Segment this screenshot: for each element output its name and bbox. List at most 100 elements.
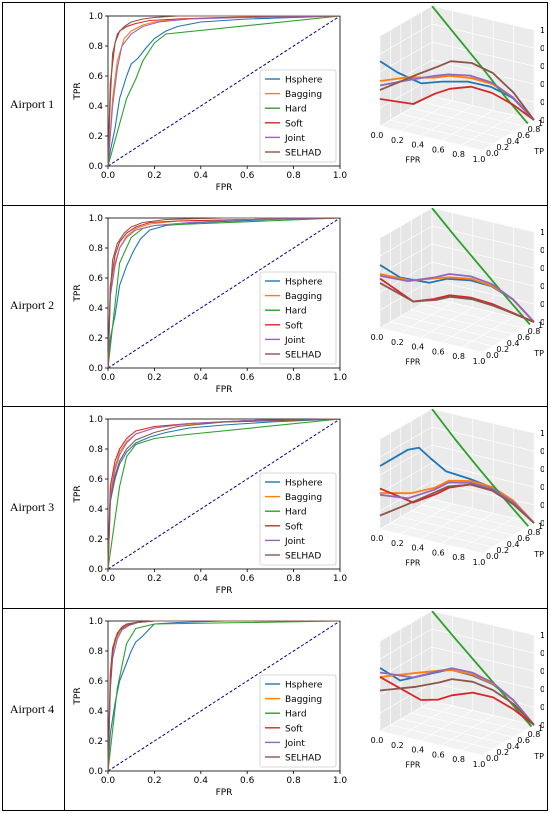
grid-line: [379, 409, 433, 440]
chance-diagonal-line: [107, 217, 341, 369]
x-tick-label: 0.8: [286, 171, 301, 181]
series-line-hard: [107, 15, 341, 167]
y-tick-label: 0.4: [89, 102, 104, 112]
grid-line: [431, 41, 535, 67]
x-tick-label: 0.8: [452, 352, 465, 361]
row-divider: [2, 406, 548, 407]
x-tick-label: 0.6: [432, 145, 445, 154]
grid-line: [431, 444, 535, 470]
grid-line: [431, 498, 535, 524]
legend-label-soft: Soft: [285, 119, 303, 129]
x-axis-label: FPR: [216, 586, 233, 596]
y-tick-label: 0.0: [89, 162, 104, 172]
z-tick-label: 0.4: [540, 685, 544, 694]
x-tick-label: 0.0: [101, 171, 116, 181]
series-line-joint: [107, 418, 341, 570]
grid-line: [390, 119, 493, 145]
y-tick-label: 0.4: [507, 137, 520, 146]
roc-3d-chart-airport-3: 0.00.20.40.60.81.00.00.20.40.60.81.00.00…: [371, 409, 544, 567]
x-axis-label: FPR: [405, 760, 420, 769]
x-tick-label: 1.0: [473, 155, 486, 164]
z-tick-label: 0.4: [540, 80, 544, 89]
y-axis-label: TPR: [533, 550, 544, 559]
series-line-selhad: [107, 15, 340, 167]
grid-line: [411, 510, 514, 536]
series-line-selhad: [107, 418, 341, 570]
x-tick-label: 0.8: [286, 574, 301, 584]
table-border-top: [2, 2, 548, 3]
x-tick-label: 0.2: [391, 338, 404, 347]
z-tick-label: 0.6: [540, 667, 544, 676]
grid-line: [400, 113, 503, 139]
z-tick-label: 1.0: [540, 631, 544, 640]
grid-line: [421, 706, 524, 732]
x-axis-label: FPR: [405, 155, 420, 164]
y-tick-label: 0.2: [89, 535, 103, 545]
y-tick-label: 0.6: [517, 534, 530, 543]
y-axis-label: TPR: [73, 687, 83, 705]
y-tick-label: 0.8: [89, 445, 104, 455]
grid-line: [441, 513, 494, 544]
x-tick-label: 0.8: [452, 553, 465, 562]
series-line-hard: [107, 620, 341, 772]
table-border-bottom: [2, 810, 548, 811]
series-line-joint: [107, 15, 341, 167]
y-tick-label: 1.0: [89, 214, 104, 224]
y-tick-label: 0.2: [89, 334, 103, 344]
y-tick-label: 0.6: [89, 677, 104, 687]
grid-line: [461, 517, 514, 549]
z-tick-label: 0.8: [540, 447, 544, 456]
legend-label-joint: Joint: [284, 134, 305, 144]
x-tick-label: 0.2: [147, 574, 161, 584]
y-tick-label: 0.2: [89, 132, 103, 142]
y-tick-label: 0.8: [89, 244, 104, 254]
chance-diagonal-line: [107, 418, 341, 570]
y-tick-label: 0.6: [89, 72, 104, 82]
series-line-3d-selhad: [379, 282, 535, 323]
y-tick-label: 0.2: [89, 737, 103, 747]
legend-label-joint: Joint: [284, 336, 305, 346]
grid-line: [420, 105, 473, 136]
series-line-3d-hard: [431, 409, 529, 527]
x-tick-label: 0.6: [240, 776, 255, 786]
series-line-3d-soft: [379, 85, 535, 121]
y-tick-label: 0.4: [507, 742, 520, 751]
legend-label-hsphere: Hsphere: [285, 681, 323, 691]
y-tick-label: 0.0: [486, 552, 499, 561]
x-tick-label: 0.8: [452, 150, 465, 159]
y-axis-label: TPR: [533, 147, 544, 156]
x-tick-label: 0.0: [371, 736, 384, 745]
x-tick-label: 0.4: [411, 343, 424, 352]
row-label-airport-1: Airport 1: [9, 97, 55, 111]
z-tick-label: 0.2: [540, 98, 544, 107]
grid-line: [400, 718, 503, 744]
y-tick-label: 0.4: [507, 540, 520, 549]
grid-line: [431, 611, 535, 636]
series-line-hsphere: [107, 217, 341, 369]
y-tick-label: 0.0: [89, 364, 104, 374]
y-tick-label: 0.0: [486, 149, 499, 158]
series-line-3d-joint: [379, 667, 535, 726]
grid-line: [431, 628, 535, 654]
grid-line: [379, 646, 433, 678]
legend-label-soft: Soft: [285, 321, 303, 331]
series-line-joint: [107, 217, 341, 369]
grid-line: [461, 719, 514, 751]
z-tick-label: 0.2: [540, 703, 544, 712]
y-axis-label: TPR: [73, 284, 83, 302]
grid-line: [379, 444, 433, 476]
series-line-3d-selhad: [379, 483, 535, 524]
legend-label-soft: Soft: [285, 522, 303, 532]
z-tick-label: 1.0: [540, 429, 544, 438]
grid-line: [431, 243, 535, 269]
grid-line: [431, 279, 535, 305]
x-tick-label: 0.0: [371, 534, 384, 543]
grid-line: [411, 712, 514, 738]
x-tick-label: 0.4: [411, 141, 424, 150]
y-tick-label: 0.8: [528, 125, 541, 134]
y-tick-label: 0.2: [496, 345, 509, 354]
x-tick-label: 0.4: [194, 776, 209, 786]
row-divider: [2, 205, 548, 206]
grid-line: [431, 95, 535, 121]
